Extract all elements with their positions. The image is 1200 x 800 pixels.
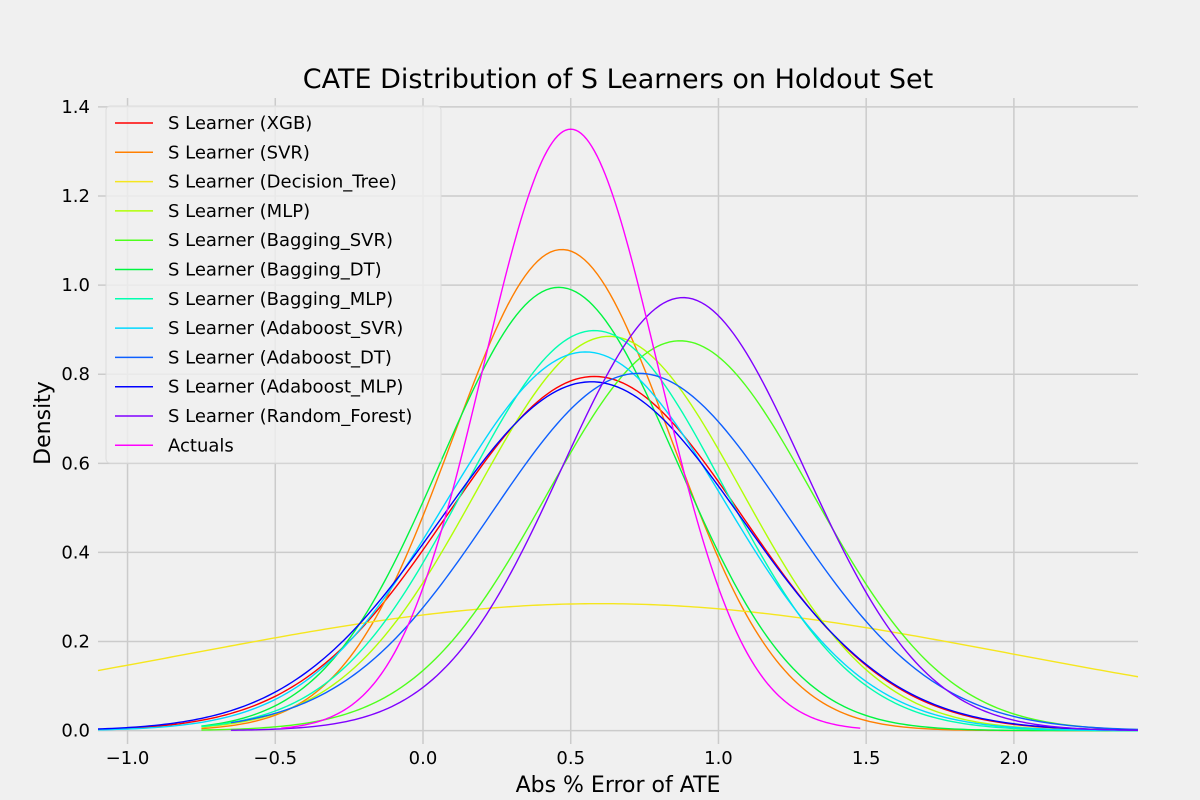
y-tick-label: 1.0	[61, 275, 90, 296]
legend-label: S Learner (Adaboost_SVR)	[168, 318, 403, 339]
y-tick-label: 0.4	[61, 542, 90, 563]
y-tick-label: 1.2	[61, 186, 90, 207]
y-tick-label: 0.6	[61, 453, 90, 474]
legend-box	[105, 105, 442, 464]
legend: S Learner (XGB) S Learner (SVR) S Learner …	[105, 105, 442, 464]
series-line-5	[201, 340, 1139, 731]
x-tick-label: −0.5	[253, 748, 297, 769]
legend-label: S Learner (Adaboost_DT)	[168, 347, 392, 368]
x-tick-label: 0.0	[409, 748, 438, 769]
legend-label: S Learner (Bagging_MLP)	[168, 289, 393, 310]
y-tick-label: 0.0	[61, 721, 90, 742]
legend-label: S Learner (XGB)	[168, 113, 312, 134]
x-tick-label: 1.0	[704, 748, 733, 769]
chart-title: CATE Distribution of S Learners on Holdo…	[303, 64, 933, 95]
axis-ticks: −1.0 −0.5 0.0 0.5 1.0 1.5 2.0 0.0 0.2 0.4 0.6 0.8 1.…	[61, 97, 1028, 769]
series-line-10	[97, 381, 1139, 731]
series-line-7	[201, 329, 1139, 732]
legend-label: S Learner (SVR)	[168, 142, 310, 163]
legend-label: S Learner (MLP)	[168, 201, 310, 222]
series-lines	[97, 128, 1139, 732]
y-tick-label: 1.4	[61, 97, 90, 118]
legend-label: Actuals	[168, 435, 234, 456]
y-tick-label: 0.8	[61, 364, 90, 385]
series-line-9	[230, 372, 1139, 731]
legend-label: S Learner (Bagging_DT)	[168, 260, 382, 281]
series-line-3	[97, 602, 1139, 678]
legend-label: S Learner (Adaboost_MLP)	[168, 377, 403, 398]
legend-label: S Learner (Bagging_SVR)	[168, 230, 393, 251]
series-line-4	[201, 335, 1139, 732]
x-axis-label: Abs % Error of ATE	[516, 773, 721, 798]
legend-label: S Learner (Decision_Tree)	[168, 172, 397, 193]
x-tick-label: 1.5	[852, 748, 881, 769]
x-tick-label: 0.5	[556, 748, 585, 769]
series-line-12	[281, 128, 861, 729]
x-tick-label: 2.0	[1000, 748, 1029, 769]
series-line-11	[230, 296, 1139, 731]
y-tick-label: 0.2	[61, 632, 90, 653]
y-axis-label: Density	[31, 381, 56, 465]
legend-label: S Learner (Random_Forest)	[168, 406, 412, 427]
x-tick-label: −1.0	[106, 748, 150, 769]
series-line-8	[97, 351, 1139, 732]
